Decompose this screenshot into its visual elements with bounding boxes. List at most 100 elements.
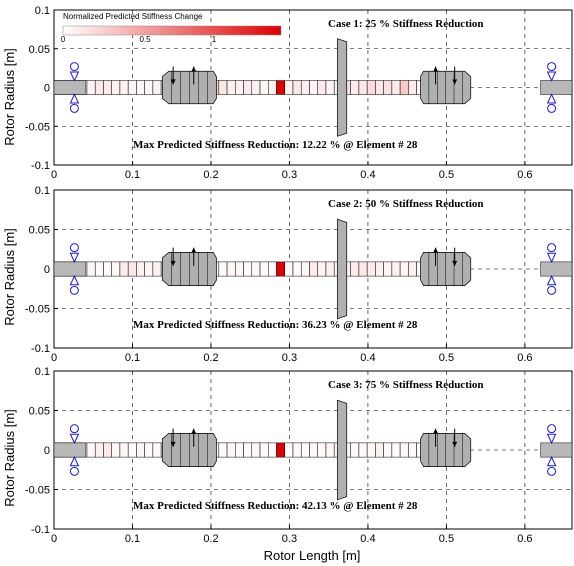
x-tick-label: 0.5: [439, 533, 454, 545]
bearing-circle: [69, 424, 79, 434]
panel-case-2: 0 0.1 0.2 0.3 0.4 0.5 0.6 0.1 0.05 0 -0.05 -0.1 Case…: [25, 185, 573, 364]
shaft-element: [152, 442, 162, 458]
shaft-element: [111, 442, 121, 458]
y-tick-label: 0.05: [29, 44, 50, 56]
y-tick-label: 0: [44, 264, 50, 276]
center-disk: [336, 399, 348, 501]
shaft-element: [144, 80, 154, 95]
force-arrow-head: [433, 247, 439, 253]
panel-case-3: 0 0.1 0.2 0.3 0.4 0.5 0.6 0.1 0.05 0 -0.05 -0.1 Case…: [25, 366, 573, 545]
shaft-element: [408, 442, 417, 458]
shaft-element: [284, 442, 294, 458]
y-tick-label: -0.1: [31, 524, 50, 536]
shaft-element: [292, 261, 302, 277]
shaft-element: [300, 80, 310, 95]
bearing-circle: [69, 62, 79, 72]
shaft-element: [309, 442, 318, 458]
y-tick-label: -0.1: [31, 160, 50, 172]
shaft-element: [218, 442, 228, 458]
shaft-element: [358, 261, 368, 277]
shaft-element: [350, 261, 360, 277]
x-tick-label: 0.2: [203, 169, 218, 181]
colorbar-tick: 0.5: [139, 35, 151, 44]
shaft-element: [251, 261, 261, 277]
shaft-element: [284, 261, 294, 277]
case-title: Case 3: 75 % Stiffness Reduction: [328, 379, 484, 391]
shaft-element: [383, 80, 393, 95]
shaft-element: [391, 442, 401, 458]
bearing-circle: [547, 424, 557, 434]
bearing-triangle: [546, 433, 557, 445]
shaft-element: [276, 80, 285, 95]
x-tick-label: 0.4: [360, 352, 375, 364]
shaft-element: [127, 261, 137, 277]
x-tick-label: 0.3: [282, 533, 297, 545]
shaft-end: [53, 80, 86, 95]
bearing-triangle: [69, 252, 80, 264]
y-tick-label: 0.1: [35, 5, 50, 17]
shaft-element: [86, 442, 96, 458]
shaft-element: [309, 80, 318, 95]
y-tick-label: -0.05: [25, 485, 50, 497]
bearing-circle: [69, 466, 79, 476]
shaft-end: [53, 261, 86, 277]
x-tick-label: 0.2: [203, 533, 218, 545]
shaft-element: [383, 261, 393, 277]
bearing-triangle: [69, 71, 80, 82]
bearing-circle: [69, 285, 79, 295]
shaft-element: [383, 442, 393, 458]
panels: 0 0.1 0.2 0.3 0.4 0.5 0.6 0.1 0.05 0 -0.05 -0.1 Case…: [25, 5, 573, 545]
shaft-element: [292, 80, 302, 95]
force-arrow-head: [170, 79, 176, 85]
shaft-element: [119, 80, 129, 95]
x-tick-label: 0.6: [517, 169, 532, 181]
shaft-element: [300, 261, 310, 277]
shaft-element: [235, 442, 244, 458]
center-disk: [336, 218, 348, 320]
shaft-element: [366, 261, 376, 277]
x-tick-label: 0.4: [360, 169, 375, 181]
y-tick-label: -0.05: [25, 304, 50, 316]
shaft-element: [235, 80, 244, 95]
shaft-element: [391, 80, 401, 95]
x-tick-label: 0.3: [282, 352, 297, 364]
bearing-circle: [547, 62, 557, 72]
shaft-element: [103, 442, 112, 458]
bearing-triangle: [69, 274, 80, 286]
shaft-element: [152, 80, 162, 95]
bearing-triangle: [69, 455, 80, 467]
shaft-end: [540, 80, 573, 95]
shaft-element: [111, 80, 121, 95]
shaft-element: [94, 80, 104, 95]
shaft-element: [350, 80, 360, 95]
y-tick-label: 0: [44, 83, 50, 95]
shaft-element: [243, 80, 253, 95]
force-arrow-head: [452, 79, 458, 85]
y-tick-label: 0.05: [29, 225, 50, 237]
bearing-triangle: [546, 455, 557, 467]
shaft-element: [375, 442, 384, 458]
y-tick-label: 0: [44, 445, 50, 457]
bearing-triangle: [69, 433, 80, 445]
shaft-element: [94, 442, 104, 458]
x-tick-label: 0.1: [125, 533, 140, 545]
x-tick-label: 0: [51, 169, 57, 181]
center-disk: [336, 38, 348, 137]
bearing-circle: [547, 285, 557, 295]
x-tick-label: 0.5: [439, 169, 454, 181]
x-tick-label: 0.4: [360, 533, 375, 545]
shaft-element: [127, 80, 137, 95]
bearing-triangle: [69, 93, 80, 104]
force-arrow-head: [170, 441, 176, 447]
shaft-element: [259, 80, 269, 95]
shaft-element: [136, 80, 145, 95]
y-tick-label: 0.1: [35, 366, 50, 378]
shaft-element: [136, 442, 145, 458]
x-axis-label: Rotor Length [m]: [264, 548, 361, 563]
shaft-element: [259, 261, 269, 277]
colorbar-title: Normalized Predicted Stiffness Change: [63, 12, 203, 21]
shaft-element: [226, 80, 236, 95]
shaft-element: [86, 261, 96, 277]
shaft-element: [144, 261, 154, 277]
